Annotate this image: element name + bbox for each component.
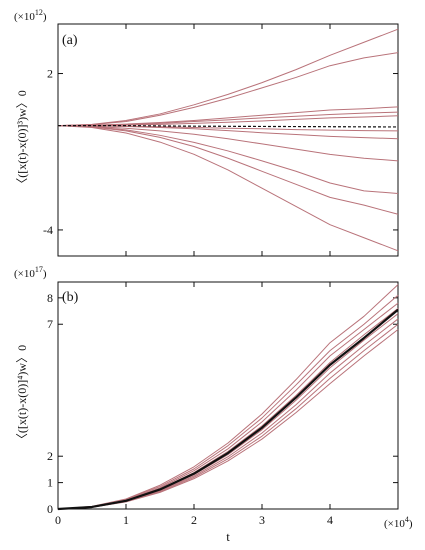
panel-a-frame [57, 23, 399, 257]
y-tick-label: 0 [47, 502, 53, 516]
trajectory-line [57, 308, 399, 510]
y-tick-label: 8 [47, 291, 53, 305]
y-tick-label: 2 [47, 67, 53, 81]
y-tick-label: 7 [47, 317, 53, 331]
mean-line [58, 125, 399, 128]
trajectory-line [57, 111, 399, 127]
panel-a-ticks: -4 2 [43, 24, 398, 256]
x-tick-label: 1 [123, 513, 129, 527]
panel-b-x-multiplier: (×104) [384, 515, 413, 530]
panel-b-y-multiplier: (×1017) [14, 265, 47, 280]
panel-a: (a) (×1012) 〈([x(t)-x(0)]³)w〉0 -4 2 [14, 8, 399, 257]
panel-a-y-axis-label: 〈([x(t)-x(0)]³)w〉0 [15, 90, 29, 190]
trajectory-line [57, 318, 399, 510]
trajectory-line [57, 125, 399, 215]
trajectory-line [57, 28, 399, 127]
panel-b-series [57, 284, 399, 511]
y-tick-label: 2 [47, 449, 53, 463]
trajectory-line [57, 125, 399, 194]
trajectory-line [57, 115, 399, 127]
x-tick-label: 0 [55, 513, 61, 527]
panel-a-label: (a) [62, 33, 78, 48]
y-tick-label: 1 [47, 476, 53, 490]
x-tick-label: 3 [259, 513, 265, 527]
panel-a-y-multiplier: (×1012) [14, 8, 47, 23]
trajectory-line [57, 125, 399, 162]
trajectory-line [57, 329, 399, 510]
trajectory-line [57, 294, 399, 510]
trajectory-line [57, 302, 399, 510]
panel-b: (b) (×1017) 〈([x(t)-x(0)]⁴)w〉0 t (×104) … [14, 265, 413, 544]
panel-b-label: (b) [62, 290, 79, 305]
panel-a-series [57, 28, 399, 252]
trajectory-line [57, 125, 399, 140]
trajectory-line [57, 52, 399, 127]
y-tick-label: -4 [43, 223, 53, 237]
panel-b-x-axis-label: t [226, 529, 230, 544]
panel-b-ticks: 0 1 2 3 4 0 1 2 7 8 [47, 282, 398, 527]
x-tick-label: 4 [327, 513, 333, 527]
x-tick-label: 2 [191, 513, 197, 527]
trajectory-line [57, 125, 399, 252]
trajectory-line [57, 284, 399, 510]
panel-b-y-axis-label: 〈([x(t)-x(0)]⁴)w〉0 [15, 345, 29, 445]
panel-b-frame [57, 281, 399, 510]
mean-line [57, 308, 399, 511]
